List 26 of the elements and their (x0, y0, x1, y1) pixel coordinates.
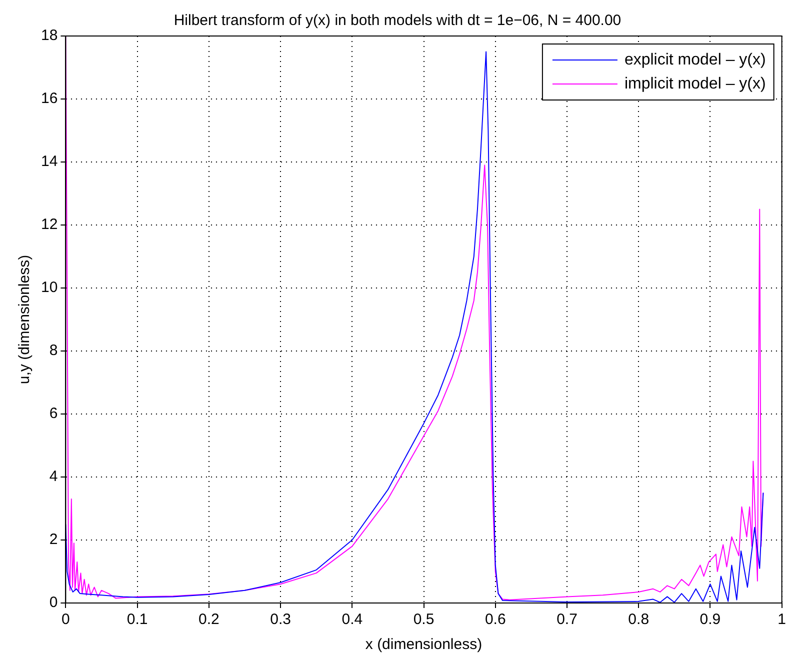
y-axis-title: u,y (dimensionless) (16, 254, 34, 384)
x-tick-label: 0.9 (700, 611, 721, 628)
x-tick-label: 0.2 (198, 611, 220, 628)
y-tick-label: 10 (40, 279, 58, 296)
y-tick-label: 0 (49, 594, 58, 612)
x-tick-label: 0.8 (628, 611, 650, 628)
x-tick-label: 0.7 (556, 611, 578, 628)
x-tick-label: 1 (778, 611, 786, 628)
chart-title: Hilbert transform of y(x) in both models with dt = 1e−06, N = 400.00 (174, 12, 622, 30)
legend-label: implicit model – y(x) (624, 75, 766, 92)
y-tick-label: 14 (40, 153, 58, 170)
y-tick-label: 12 (40, 216, 58, 234)
y-tick-label: 6 (49, 405, 58, 422)
x-tick-label: 0 (62, 611, 70, 628)
x-tick-label: 0.4 (342, 611, 363, 628)
y-tick-label: 2 (49, 531, 58, 548)
x-tick-label: 0.1 (126, 611, 148, 628)
y-tick-label: 4 (49, 468, 58, 486)
x-tick-label: 0.6 (484, 611, 506, 628)
y-tick-label: 18 (40, 27, 58, 44)
x-tick-label: 0.3 (270, 611, 291, 628)
x-axis-title: x (dimensionless) (365, 636, 482, 654)
y-tick-label: 8 (49, 342, 58, 360)
y-tick-label: 16 (40, 90, 58, 108)
x-tick-label: 0.5 (413, 611, 434, 628)
legend-label: explicit model – y(x) (624, 51, 766, 68)
